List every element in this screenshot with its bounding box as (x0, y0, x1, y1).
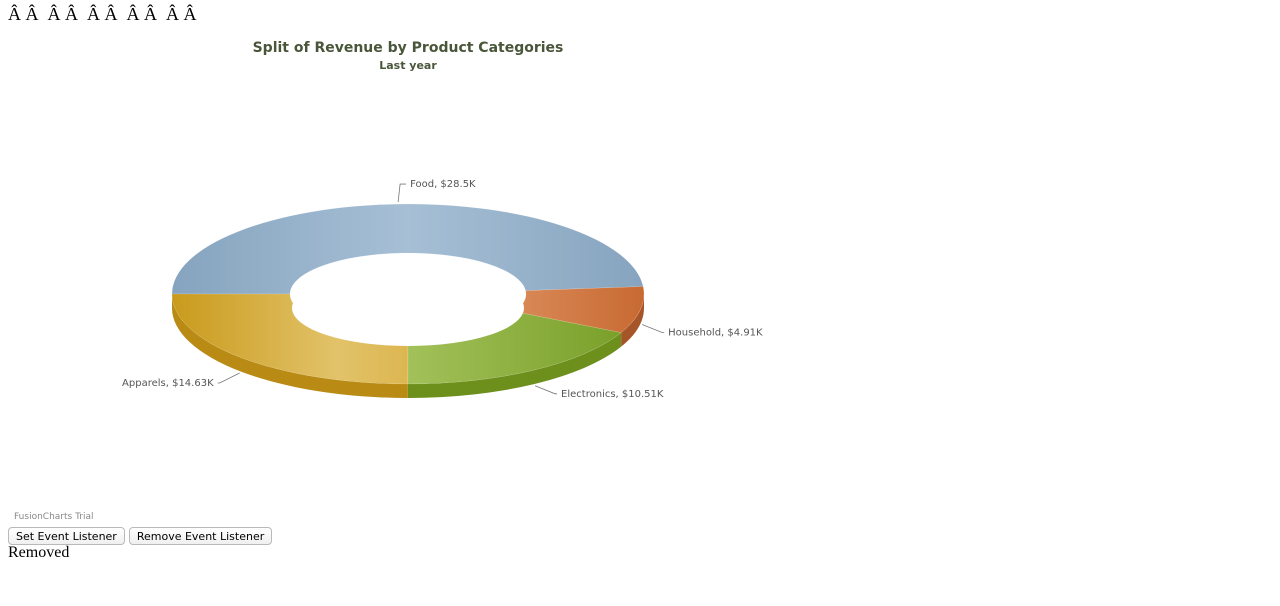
slice-food (171, 203, 644, 295)
leader-line-apparels (217, 372, 240, 384)
slice-side-electronics (407, 332, 622, 398)
fusioncharts-watermark: FusionCharts Trial (14, 512, 93, 522)
leader-line-household (641, 324, 665, 333)
donut-layer (171, 203, 645, 398)
remove-event-listener-button[interactable]: Remove Event Listener (128, 527, 273, 545)
leader-line-electronics (534, 385, 558, 395)
revenue-doughnut-chart: Split of Revenue by Product Categories L… (8, 30, 808, 526)
donut-hole (292, 270, 524, 346)
slice-side-household (621, 294, 644, 347)
slice-side-apparels (172, 294, 408, 398)
chart-subtitle: Last year (379, 59, 437, 72)
slice-label-household: Household, $4.91K (668, 327, 763, 338)
garbled-text: Â Â Â Â Â Â Â Â Â Â (8, 4, 197, 24)
button-row: Set Event Listener Remove Event Listener (8, 527, 273, 545)
leader-line-food (397, 183, 407, 203)
chart-canvas: Split of Revenue by Product Categories L… (14, 40, 763, 522)
status-text: Removed (8, 544, 70, 561)
chart-title: Split of Revenue by Product Categories (253, 40, 564, 56)
set-event-listener-button[interactable]: Set Event Listener (8, 527, 125, 545)
slice-household (513, 286, 645, 333)
slice-label-electronics: Electronics, $10.51K (561, 389, 664, 400)
slice-label-food: Food, $28.5K (410, 179, 476, 190)
label-layer: Food, $28.5K Household, $4.91K Electronics… (122, 179, 763, 400)
slice-label-apparels: Apparels, $14.63K (122, 378, 214, 389)
